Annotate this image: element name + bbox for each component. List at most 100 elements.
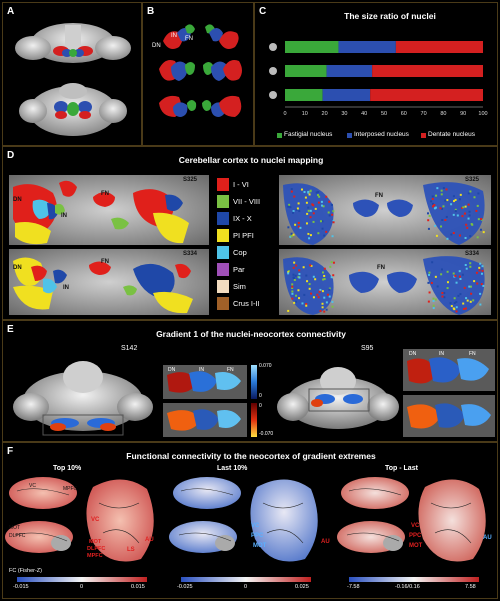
label-s334-left: S334 [183,251,198,257]
mapping-dot [321,290,324,293]
mapping-dot [428,214,431,217]
mapping-dot [480,283,483,286]
mapping-dot [431,261,434,264]
mapping-dot [322,278,325,281]
mapping-dot [464,307,467,310]
legend-swatch [217,211,229,225]
legend-swatch [217,245,229,259]
mapping-dot [328,214,331,217]
legend-label: Cop [233,247,247,257]
mapping-dot [304,196,307,199]
mapping-dot [291,283,294,286]
mapping-dot [307,190,310,193]
cb2-max: 0.025 [295,584,309,590]
mapping-dot [452,307,455,310]
chart-title: The size ratio of nuclei [344,11,436,21]
mapping-dot [443,296,446,299]
f2-ppc: PPC [251,533,264,539]
mapping-dot [306,280,309,283]
mapping-dot [317,201,320,204]
mapping-dot [465,297,468,300]
mapping-dot [315,191,318,194]
mapping-dot [319,220,322,223]
mapping-dot [449,302,452,305]
mapping-dot [442,187,445,190]
mapping-dot [428,273,431,276]
mapping-dot [312,220,315,223]
mapping-dot [295,208,298,211]
mapping-dot [469,262,472,265]
mapping-dot [476,282,479,285]
nuclei-ratio-chart: 0 10 20 30 40 50 60 70 80 90 100 [269,41,488,117]
mapping-dot [305,201,308,204]
panel-c: C The size ratio of nuclei 0 10 20 30 40 50 60… [254,2,498,146]
fc-label: FC (Fisher-Z) [9,568,42,574]
f3-vc: VC [411,523,420,529]
label-s334-right: S334 [465,251,480,257]
mapping-dot [291,297,294,300]
mapping-dot [453,297,456,300]
mapping-dot [458,198,461,201]
mapping-dot [303,191,306,194]
panel-label-d: D [7,150,15,161]
mapping-dot [479,292,482,295]
panel-label-b: B [147,6,155,17]
mapping-dot [289,235,292,238]
mapping-dot [287,270,290,273]
mapping-dot [469,265,472,268]
f3-mot: MOT [409,543,423,549]
panel-label-a: A [7,6,15,17]
mapping-dot [439,207,442,210]
x-tick-label: 80 [440,111,446,117]
f1-ls: LS [127,547,135,553]
legend-item: Crus I-II [217,296,260,310]
mapping-dot [432,304,435,307]
mapping-dot [293,261,296,264]
mapping-dot [479,228,482,231]
legend-item: Par [217,262,245,276]
mapping-dot [294,274,297,277]
legend-label: Sim [233,281,246,291]
mapping-dot [450,233,453,236]
mapping-dot [307,232,310,235]
label-e-fn-2: FN [469,351,476,357]
scale-pos-min: 0 [259,393,262,399]
x-tick-label: 60 [401,111,407,117]
mapping-dot [427,300,430,303]
mapping-dot [308,237,311,240]
legend-fastigial: Fastigial nucleus [284,131,333,138]
mapping-dot [290,188,293,191]
f2-vc: VC [251,523,260,529]
x-tick-label: 50 [381,111,387,117]
mapping-dot [427,212,430,215]
f1-mot: MOT [9,525,21,531]
panel-f-title: Functional connectivity to the neocortex… [126,451,376,461]
label-e-dn-2: DN [409,351,417,357]
cb3-mid: -0.16/0.16 [395,584,420,590]
mapping-dot [292,233,295,236]
scale-neg-min: 0 [259,403,262,409]
mapping-dot [305,304,308,307]
panel-f: F Functional connectivity to the neocort… [2,442,498,599]
mapping-dot [464,263,467,266]
mapping-dot [308,287,311,290]
mapping-dot [298,297,301,300]
mapping-dot [293,301,296,304]
bar-mouse-0 [285,41,339,53]
mapping-dot [307,209,310,212]
cerebellum-3d-render [15,23,131,136]
mapping-dot [453,301,456,304]
mapping-dot [461,273,464,276]
mapping-dot [440,225,443,228]
mapping-dot [450,305,453,308]
mapping-dot [322,205,325,208]
label-d-in-2: IN [63,285,69,291]
mapping-dot [469,190,472,193]
mapping-dot [431,202,434,205]
mapping-dot [321,306,324,309]
mapping-dot [291,292,294,295]
mapping-dot [312,212,315,215]
label-in: IN [171,33,177,39]
mapping-dot [470,223,473,226]
mapping-dot [477,192,480,195]
